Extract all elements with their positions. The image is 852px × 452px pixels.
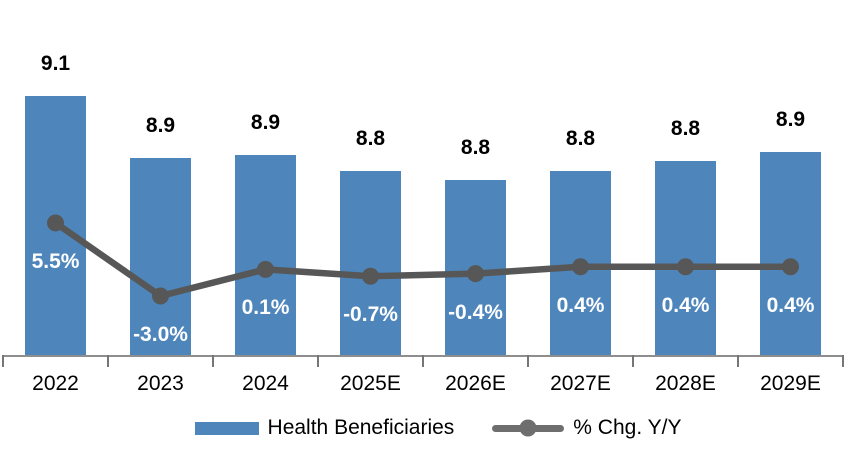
- bar-value-label: 8.9: [775, 108, 806, 131]
- x-axis-label: 2028E: [655, 372, 716, 395]
- line-point-2022: [47, 214, 64, 232]
- bar-value-label: 9.1: [40, 52, 71, 75]
- x-axis-tick: [527, 355, 529, 367]
- legend-label-line: % Chg. Y/Y: [573, 416, 682, 439]
- x-axis-tick: [2, 355, 4, 367]
- line-point-2024: [257, 260, 274, 278]
- pct-value-label: 5.5%: [31, 249, 80, 273]
- pct-chg-line: [52, 219, 794, 300]
- bar-value-label: 8.9: [145, 114, 176, 137]
- pct-value-label: 0.4%: [766, 293, 815, 317]
- pct-value-label: 0.4%: [661, 293, 710, 317]
- bar-value-label: 8.8: [355, 127, 386, 150]
- x-axis-label: 2025E: [340, 372, 401, 395]
- pct-value-label: -3.0%: [133, 322, 188, 346]
- bar-value-label: 8.8: [460, 136, 491, 159]
- pct-value-label: -0.4%: [448, 300, 503, 324]
- legend-item-health-beneficiaries: Health Beneficiaries: [194, 416, 455, 440]
- x-axis-label: 2026E: [445, 372, 506, 395]
- x-axis-tick: [737, 355, 739, 367]
- line-marker-dot-icon: [519, 419, 537, 437]
- x-axis-label: 2022: [32, 372, 79, 395]
- legend-label-bars: Health Beneficiaries: [267, 416, 455, 439]
- x-axis-label: 2029E: [760, 372, 821, 395]
- x-axis-label: 2023: [137, 372, 184, 395]
- x-axis-tick: [107, 355, 109, 367]
- pct-value-label: -0.7%: [343, 303, 398, 327]
- pct-value-label: 0.4%: [556, 293, 605, 317]
- line-point-2026E: [467, 265, 484, 283]
- x-axis-tick: [422, 355, 424, 367]
- bar-2023: [130, 158, 191, 356]
- x-axis-label: 2027E: [550, 372, 611, 395]
- x-axis-label: 2024: [242, 372, 289, 395]
- x-axis-tick: [842, 355, 844, 367]
- legend-item-pct-chg: % Chg. Y/Y: [492, 416, 681, 440]
- bar-value-label: 8.8: [565, 127, 596, 150]
- bar-2024: [235, 155, 296, 356]
- line-point-2029E: [782, 258, 799, 276]
- x-axis-tick: [632, 355, 634, 367]
- bar-2029E: [760, 152, 821, 356]
- line-series-swatch-icon: [492, 419, 565, 437]
- line-point-2028E: [677, 258, 694, 276]
- bar-value-label: 8.8: [670, 117, 701, 140]
- pct-value-label: 0.1%: [241, 296, 290, 320]
- line-point-2027E: [572, 258, 589, 276]
- bar-series-swatch-icon: [194, 421, 259, 435]
- legend: Health Beneficiaries % Chg. Y/Y: [12, 416, 852, 440]
- bar-2025E: [340, 171, 401, 356]
- x-axis-tick: [317, 355, 319, 367]
- line-point-2025E: [362, 267, 379, 285]
- x-axis-tick: [212, 355, 214, 367]
- bar-value-label: 8.9: [250, 111, 281, 134]
- line-point-2023: [152, 287, 169, 305]
